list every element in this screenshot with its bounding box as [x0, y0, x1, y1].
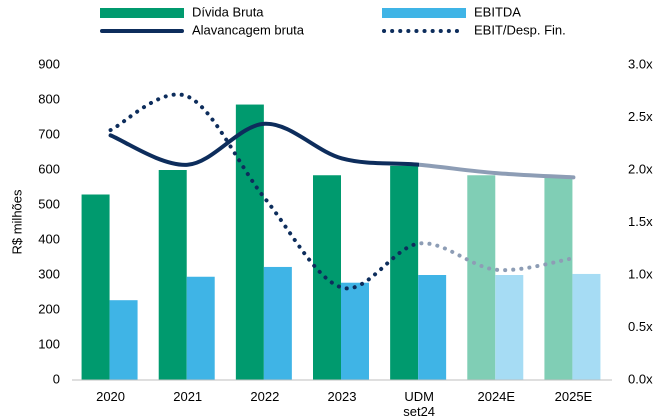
- bar: [263, 266, 292, 380]
- legend-label: Alavancagem bruta: [192, 22, 305, 37]
- y2-tick-label: 0.0x: [628, 371, 653, 386]
- x-tick-label: UDM set24: [403, 389, 436, 419]
- line: [108, 121, 576, 180]
- x-tick-label: 2024E: [477, 389, 516, 404]
- bar: [467, 175, 496, 380]
- legend-swatch: [382, 8, 466, 18]
- y-axis-label: R$ milhões: [9, 189, 24, 255]
- bar: [109, 300, 138, 380]
- bar: [572, 273, 601, 380]
- legend-label: Dívida Bruta: [192, 4, 264, 19]
- legend-label: EBIT/Desp. Fin.: [474, 22, 566, 37]
- y2-tick-label: 1.5x: [628, 214, 653, 229]
- y-tick-label: 700: [38, 126, 60, 141]
- bar: [81, 194, 110, 380]
- y2-tick-label: 2.5x: [628, 109, 653, 124]
- legend-swatch: [100, 8, 184, 18]
- y-tick-label: 800: [38, 91, 60, 106]
- legend-label: EBITDA: [474, 4, 521, 19]
- bar: [390, 165, 419, 380]
- bar: [544, 177, 573, 380]
- bar: [186, 276, 215, 380]
- bar: [158, 170, 187, 380]
- y-tick-label: 100: [38, 336, 60, 351]
- x-tick-label: 2022: [250, 389, 280, 404]
- y2-tick-label: 1.0x: [628, 266, 653, 281]
- y2-tick-label: 2.0x: [628, 161, 653, 176]
- bar: [418, 275, 447, 380]
- y-tick-label: 500: [38, 196, 60, 211]
- y2-tick-label: 0.5x: [628, 319, 653, 334]
- x-tick-label: 2025E: [554, 389, 593, 404]
- bar: [341, 282, 369, 380]
- x-tick-label: 2023: [327, 389, 357, 404]
- x-tick-label: 2021: [173, 389, 203, 404]
- bar: [495, 275, 524, 380]
- bar: [235, 104, 264, 381]
- y-tick-label: 200: [38, 301, 60, 316]
- dotted-line: [108, 92, 576, 291]
- y-tick-label: 0: [53, 371, 60, 386]
- x-tick-label: 2020: [96, 389, 126, 404]
- y2-tick-label: 3.0x: [628, 56, 653, 71]
- y-tick-label: 400: [38, 231, 60, 246]
- y-tick-label: 600: [38, 161, 60, 176]
- y-tick-label: 300: [38, 266, 60, 281]
- y-tick-label: 900: [38, 56, 60, 71]
